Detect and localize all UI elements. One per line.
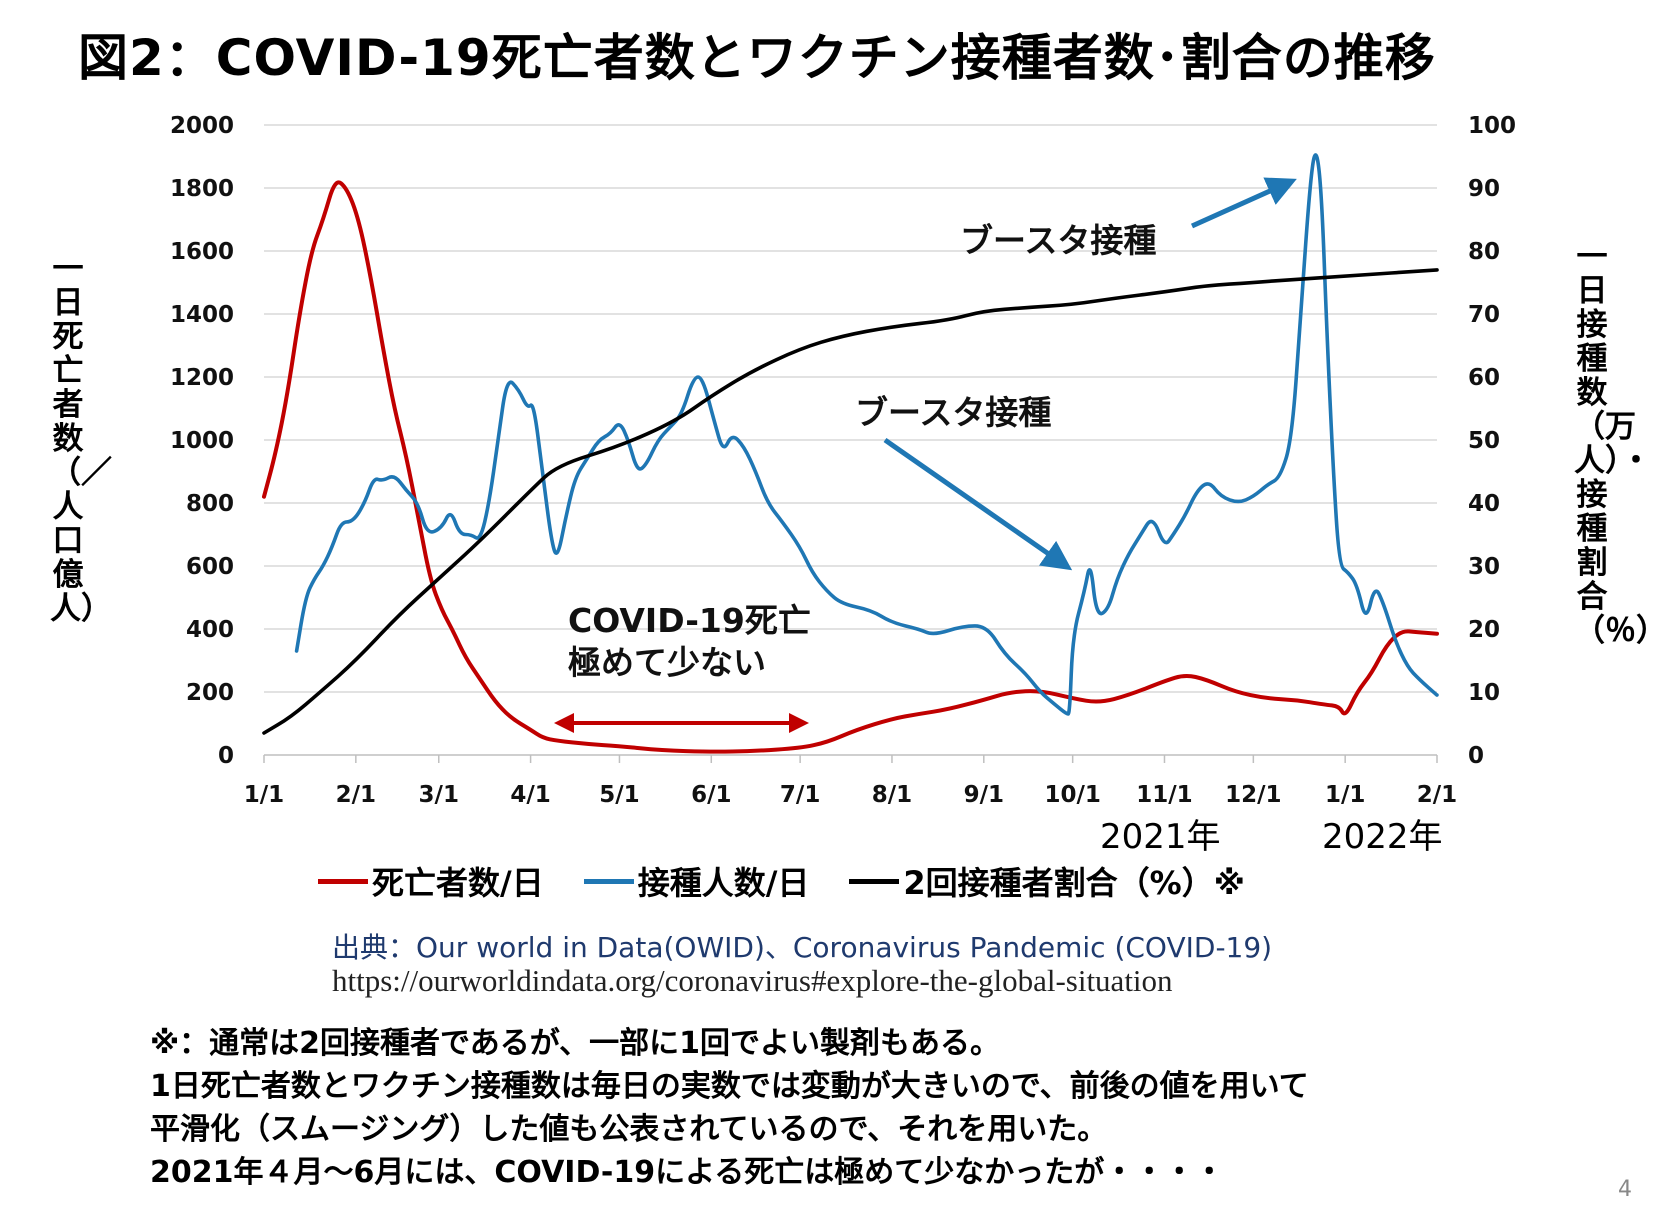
legend-label-deaths: 死亡者数/日 xyxy=(372,864,544,902)
right-tick-label: 60 xyxy=(1468,365,1500,391)
series-line-two-dose-rate xyxy=(262,268,1439,735)
legend: 死亡者数/日 接種人数/日 2回接種者割合（%）※ xyxy=(318,858,1245,904)
x-axis-ticks: 1/1 2/1 3/1 4/1 5/1 6/1 7/1 8/1 9/1 10/1 11/1 12/1 1… xyxy=(244,755,1457,808)
annotation-layer: ブースタ接種 ブースタ接種 COVID-19死亡 極めて少ない xyxy=(554,177,1297,733)
x-tick-label: 10/1 xyxy=(1044,782,1100,808)
booster-arrow-1 xyxy=(1190,177,1297,229)
year-label-2022: 2022年 xyxy=(1322,817,1443,857)
notes: ※：通常は2回接種者であるが、一部に1回でよい製剤もある。 1日死亡者数とワクチ… xyxy=(150,1022,1309,1194)
left-tick-label: 1000 xyxy=(170,428,234,454)
right-tick-label: 40 xyxy=(1468,491,1500,517)
right-tick-label: 50 xyxy=(1468,428,1500,454)
page-title: 図2：COVID-19死亡者数とワクチン接種者数･割合の推移 xyxy=(78,29,1436,87)
note-line-2: 1日死亡者数とワクチン接種数は毎日の実数では変動が大きいので、前後の値を用いて xyxy=(150,1069,1309,1104)
legend-swatch-vaccinations xyxy=(583,878,634,884)
left-tick-label: 1400 xyxy=(170,302,234,328)
year-label-2021: 2021年 xyxy=(1100,817,1221,857)
note-line-3: 平滑化（スムージング）した値も公表されているので、それを用いた。 xyxy=(150,1112,1108,1147)
right-tick-label: 90 xyxy=(1468,176,1500,202)
annotation-low-deaths-line2: 極めて少ない xyxy=(568,643,766,682)
left-tick-label: 1800 xyxy=(170,176,234,202)
left-tick-label: 400 xyxy=(186,617,234,643)
year-labels: 2021年 2022年 xyxy=(1100,817,1443,857)
legend-swatch-deaths xyxy=(318,878,368,884)
right-axis-ticks: 0 10 20 30 40 50 60 70 80 90 100 xyxy=(1468,113,1516,769)
page-number: 4 xyxy=(1618,1177,1632,1202)
left-axis-ticks: 0 200 400 600 800 1000 1200 1400 1600 1800 2000 xyxy=(170,113,234,769)
legend-item-two-dose-rate: 2回接種者割合（%）※ xyxy=(849,858,1245,904)
left-tick-label: 800 xyxy=(186,491,234,517)
series-line-vaccinations xyxy=(294,153,1439,716)
left-tick-label: 200 xyxy=(186,680,234,706)
source-url: https://ourworldindata.org/coronavirus#e… xyxy=(332,963,1173,998)
x-tick-label: 12/1 xyxy=(1225,782,1281,808)
left-tick-label: 0 xyxy=(218,743,234,769)
annotation-low-deaths-line1: COVID-19死亡 xyxy=(568,601,811,640)
annotation-booster-2: ブースタ接種 xyxy=(855,393,1051,432)
series-line-deaths xyxy=(262,180,1439,754)
source-citation: 出典：Our world in Data(OWID)、Coronavirus P… xyxy=(332,931,1273,964)
x-tick-label: 8/1 xyxy=(872,782,912,808)
x-tick-label: 11/1 xyxy=(1136,782,1192,808)
left-tick-label: 1200 xyxy=(170,365,234,391)
right-tick-label: 100 xyxy=(1468,113,1516,139)
right-tick-label: 0 xyxy=(1468,743,1484,769)
right-tick-label: 80 xyxy=(1468,239,1500,265)
grid-lines xyxy=(264,124,1437,756)
x-tick-label: 5/1 xyxy=(599,782,639,808)
right-tick-label: 30 xyxy=(1468,554,1500,580)
left-axis-label: 一日死亡者数（／人口億人） xyxy=(50,251,112,627)
right-axis-label: 一日接種数（万人）・接種割合（％） xyxy=(1574,239,1658,649)
x-tick-label: 1/1 xyxy=(1325,782,1365,808)
x-tick-label: 2/1 xyxy=(336,782,376,808)
legend-label-two-dose-rate: 2回接種者割合（%）※ xyxy=(903,864,1245,902)
legend-item-deaths: 死亡者数/日 xyxy=(318,858,544,904)
x-tick-label: 6/1 xyxy=(691,782,731,808)
note-line-1: ※：通常は2回接種者であるが、一部に1回でよい製剤もある。 xyxy=(150,1026,1001,1061)
annotation-booster-1: ブースタ接種 xyxy=(960,221,1156,260)
right-tick-label: 70 xyxy=(1468,302,1500,328)
x-tick-label: 2/1 xyxy=(1417,782,1457,808)
left-tick-label: 2000 xyxy=(170,113,234,139)
legend-swatch-two-dose-rate xyxy=(849,878,900,884)
legend-item-vaccinations: 接種人数/日 xyxy=(583,858,810,904)
x-tick-label: 1/1 xyxy=(244,782,284,808)
x-tick-label: 4/1 xyxy=(510,782,550,808)
legend-label-vaccinations: 接種人数/日 xyxy=(637,864,810,902)
series-layer xyxy=(262,153,1439,754)
right-tick-label: 20 xyxy=(1468,617,1500,643)
x-tick-label: 9/1 xyxy=(964,782,1004,808)
x-tick-label: 3/1 xyxy=(419,782,459,808)
x-tick-label: 7/1 xyxy=(780,782,820,808)
left-tick-label: 600 xyxy=(186,554,234,580)
right-tick-label: 10 xyxy=(1468,680,1500,706)
note-line-4: 2021年４月～6月には、COVID-19による死亡は極めて少なかったが・・・・ xyxy=(150,1155,1225,1190)
left-tick-label: 1600 xyxy=(170,239,234,265)
booster-arrow-2 xyxy=(883,437,1073,571)
